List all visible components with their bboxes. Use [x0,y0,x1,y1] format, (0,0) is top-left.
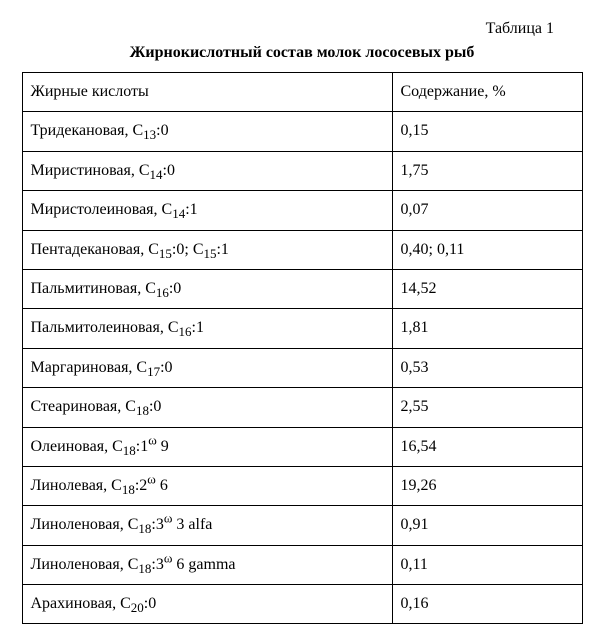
acid-name: Пальмитиновая [31,280,138,297]
formula: C13:0 [132,122,168,139]
acid-name: Линоленовая [31,516,120,533]
cell-acid-name: Арахиновая, C20:0 [22,585,392,624]
table-row: Линолевая, C18:2ω 619,26 [22,466,582,505]
cell-value: 0,40; 0,11 [392,230,582,269]
cell-value: 2,55 [392,388,582,427]
acid-name: Маргариновая [31,359,129,376]
formula: C18:3ω 6 gamma [128,556,236,573]
acid-name: Линоленовая [31,556,120,573]
table-row: Пентадекановая, C15:0; C15:10,40; 0,11 [22,230,582,269]
acid-name: Миристиновая [31,162,131,179]
table-row: Миристиновая, C14:01,75 [22,151,582,190]
cell-value: 0,07 [392,191,582,230]
cell-acid-name: Пальмитиновая, C16:0 [22,269,392,308]
cell-value: 14,52 [392,269,582,308]
fatty-acid-table: Жирные кислоты Содержание, % Тридеканова… [22,72,583,624]
table-row: Линоленовая, C18:3ω 6 gamma0,11 [22,545,582,584]
cell-value: 0,15 [392,112,582,151]
table-row: Стеариновая, C18:02,55 [22,388,582,427]
acid-name: Тридекановая [31,122,125,139]
cell-acid-name: Олеиновая, C18:1ω 9 [22,427,392,466]
cell-acid-name: Линоленовая, C18:3ω 6 gamma [22,545,392,584]
cell-acid-name: Линоленовая, C18:3ω 3 alfa [22,506,392,545]
table-row: Линоленовая, C18:3ω 3 alfa0,91 [22,506,582,545]
acid-name: Линолевая [31,477,104,494]
formula: C18:2ω 6 [111,477,168,494]
table-row: Маргариновая, C17:00,53 [22,348,582,387]
cell-acid-name: Пентадекановая, C15:0; C15:1 [22,230,392,269]
acid-name: Олеиновая [31,438,105,455]
cell-value: 1,81 [392,309,582,348]
cell-acid-name: Тридекановая, C13:0 [22,112,392,151]
formula: C17:0 [136,359,172,376]
formula: C14:0 [139,162,175,179]
cell-value: 0,91 [392,506,582,545]
table-header-row: Жирные кислоты Содержание, % [22,73,582,112]
cell-acid-name: Стеариновая, C18:0 [22,388,392,427]
cell-value: 0,53 [392,348,582,387]
table-row: Пальмитолеиновая, C16:11,81 [22,309,582,348]
table-row: Миристолеиновая, C14:10,07 [22,191,582,230]
formula: C18:0 [125,398,161,415]
cell-value: 19,26 [392,466,582,505]
acid-name: Миристолеиновая [31,201,154,218]
cell-acid-name: Миристиновая, C14:0 [22,151,392,190]
acid-name: Пентадекановая [31,241,141,258]
table-row: Олеиновая, C18:1ω 916,54 [22,427,582,466]
cell-value: 0,16 [392,585,582,624]
formula: C18:3ω 3 alfa [128,516,213,533]
table-number-label: Таблица 1 [20,20,554,38]
acid-name: Стеариновая [31,398,118,415]
acid-name: Пальмитолеиновая [31,319,160,336]
cell-value: 1,75 [392,151,582,190]
formula: C16:0 [145,280,181,297]
table-row: Пальмитиновая, C16:014,52 [22,269,582,308]
table-title: Жирнокислотный состав молок лососевых ры… [20,44,584,62]
cell-acid-name: Маргариновая, C17:0 [22,348,392,387]
cell-acid-name: Миристолеиновая, C14:1 [22,191,392,230]
cell-value: 0,11 [392,545,582,584]
cell-acid-name: Линолевая, C18:2ω 6 [22,466,392,505]
table-row: Тридекановая, C13:00,15 [22,112,582,151]
formula: C14:1 [162,201,198,218]
formula: C15:0; C15:1 [148,241,229,258]
formula: C18:1ω 9 [112,438,169,455]
formula: C16:1 [168,319,204,336]
cell-acid-name: Пальмитолеиновая, C16:1 [22,309,392,348]
col-header-value: Содержание, % [392,73,582,112]
col-header-name: Жирные кислоты [22,73,392,112]
cell-value: 16,54 [392,427,582,466]
table-row: Арахиновая, C20:00,16 [22,585,582,624]
